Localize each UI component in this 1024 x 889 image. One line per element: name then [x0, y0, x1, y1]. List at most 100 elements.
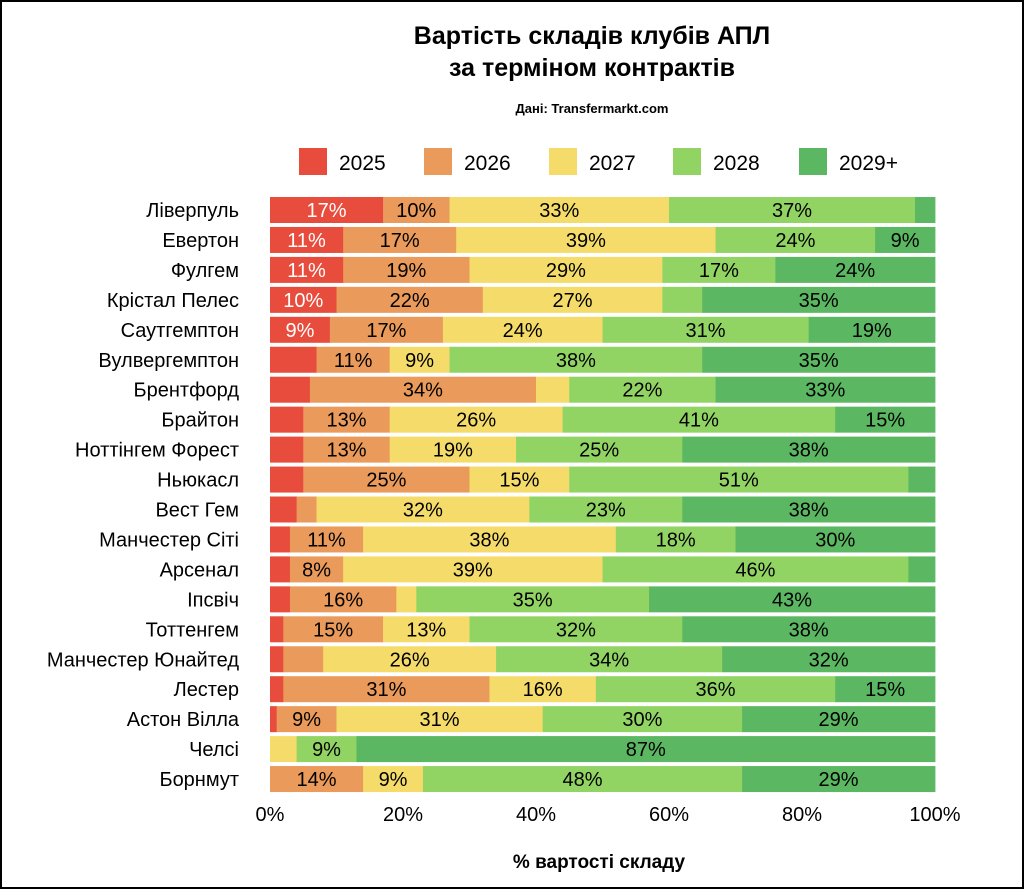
bar-value-label: 24% [503, 320, 543, 342]
bar-value-label: 32% [556, 619, 596, 641]
bar-value-label: 17% [699, 260, 739, 282]
bar-value-label: 30% [622, 709, 662, 731]
bar-value-label: 35% [799, 290, 839, 312]
bar-value-label: 13% [326, 440, 366, 462]
bar-segment [303, 406, 391, 433]
bar-segment [875, 226, 936, 253]
bar-value-label: 34% [403, 380, 443, 402]
bar-value-label: 17% [366, 320, 406, 342]
bar-value-label: 16% [323, 589, 363, 611]
bar-value-label: 32% [403, 500, 443, 522]
bar-value-label: 19% [852, 320, 892, 342]
category-label: Борнмут [159, 769, 239, 791]
category-label: Вулвергемптон [98, 350, 239, 372]
bar-segment [270, 556, 291, 583]
category-label: Саутгемптон [121, 320, 239, 342]
bar-value-label: 25% [579, 440, 619, 462]
bar-value-label: 46% [735, 559, 775, 581]
bar-segment [270, 766, 364, 793]
bar-value-label: 35% [799, 350, 839, 372]
bar-value-label: 22% [390, 290, 430, 312]
bar-segment [702, 286, 936, 313]
bar-segment [289, 526, 364, 553]
bar-value-label: 24% [775, 230, 815, 252]
bar-value-label: 19% [433, 440, 473, 462]
bar-segment [482, 286, 663, 313]
bar-value-label: 18% [656, 529, 696, 551]
category-label: Ньюкасл [157, 470, 239, 492]
bar-value-label: 31% [420, 709, 460, 731]
legend: 2025 2026 2027 2028 2029+ [299, 148, 898, 175]
category-labels: Ліверпуль Евертон Фулгем Крістал Пелес Саутг… [47, 200, 240, 791]
bar-value-label: 37% [772, 200, 812, 222]
bar-value-label: 15% [865, 679, 905, 701]
bar-segment [270, 496, 297, 523]
bar-value-label: 16% [523, 679, 563, 701]
bar-segment [735, 526, 936, 553]
bar-value-label: 15% [865, 410, 905, 432]
bar-row: 31% 16% 36% 15% [270, 676, 936, 703]
x-tick-label: 80% [782, 804, 822, 826]
bar-segment [303, 436, 391, 463]
bar-segment [270, 466, 304, 493]
bar-segment [296, 736, 357, 763]
category-label: Крістал Пелес [107, 290, 239, 312]
bar-segment [270, 346, 317, 373]
bar-row: 9% 31% 30% 29% [270, 706, 936, 733]
bar-segment [915, 197, 936, 223]
bar-segment [329, 316, 444, 343]
bar-segment [808, 316, 936, 343]
bar-segment [835, 676, 936, 703]
bar-segment [562, 406, 836, 433]
bar-value-label: 30% [815, 529, 855, 551]
bar-value-label: 9% [891, 230, 920, 252]
bar-segment [542, 706, 743, 733]
bar-value-label: 13% [406, 619, 446, 641]
bar-value-label: 43% [772, 589, 812, 611]
category-label: Ліверпуль [146, 200, 239, 222]
bar-segment [469, 256, 663, 283]
bar-value-label: 33% [805, 380, 845, 402]
bar-value-label: 51% [719, 470, 759, 492]
bar-value-label: 9% [292, 709, 321, 731]
bar-segment [270, 706, 278, 733]
category-label: Вест Гем [155, 500, 239, 522]
bar-segment [496, 646, 723, 673]
bar-value-label: 10% [396, 200, 436, 222]
bar-segment [316, 346, 391, 373]
category-label: Лестер [174, 679, 239, 701]
bar-segment [270, 376, 311, 403]
bar-segment [456, 226, 716, 253]
bar-segment [343, 226, 457, 253]
bar-value-label: 27% [553, 290, 593, 312]
x-tick-label: 100% [909, 804, 960, 826]
bar-segment [289, 556, 344, 583]
category-label: Астон Вілла [127, 709, 240, 731]
bar-value-label: 11% [287, 260, 326, 282]
bar-row: 15% 13% 32% 38% [270, 616, 936, 643]
legend-label: 2026 [464, 152, 511, 175]
category-label: Челсі [189, 739, 239, 761]
bar-value-label: 24% [835, 260, 875, 282]
bar-segment [389, 436, 517, 463]
bar-value-label: 26% [390, 649, 430, 671]
bar-segment [682, 616, 936, 643]
chart-title: Вартість складів клубів АПЛ за терміном … [2, 20, 1024, 84]
bar-value-label: 38% [469, 529, 509, 551]
bar-value-label: 48% [563, 769, 603, 791]
bar-row: 13% 19% 25% 38% [270, 436, 936, 463]
bar-value-label: 38% [789, 619, 829, 641]
bar-segment [303, 466, 470, 493]
bar-segment [283, 646, 324, 673]
bar-segment [569, 376, 716, 403]
bar-segment [276, 706, 337, 733]
bar-value-label: 14% [297, 769, 337, 791]
category-label: Евертон [162, 230, 239, 252]
bar-row: 32% 23% 38% [270, 496, 936, 523]
bar-value-label: 29% [819, 709, 859, 731]
bar-segment [270, 286, 337, 313]
x-tick-label: 0% [256, 804, 285, 826]
bar-row: 11% 38% 18% 30% [270, 526, 936, 553]
bar-segment [536, 376, 570, 403]
bar-row: 25% 15% 51% [270, 466, 936, 493]
